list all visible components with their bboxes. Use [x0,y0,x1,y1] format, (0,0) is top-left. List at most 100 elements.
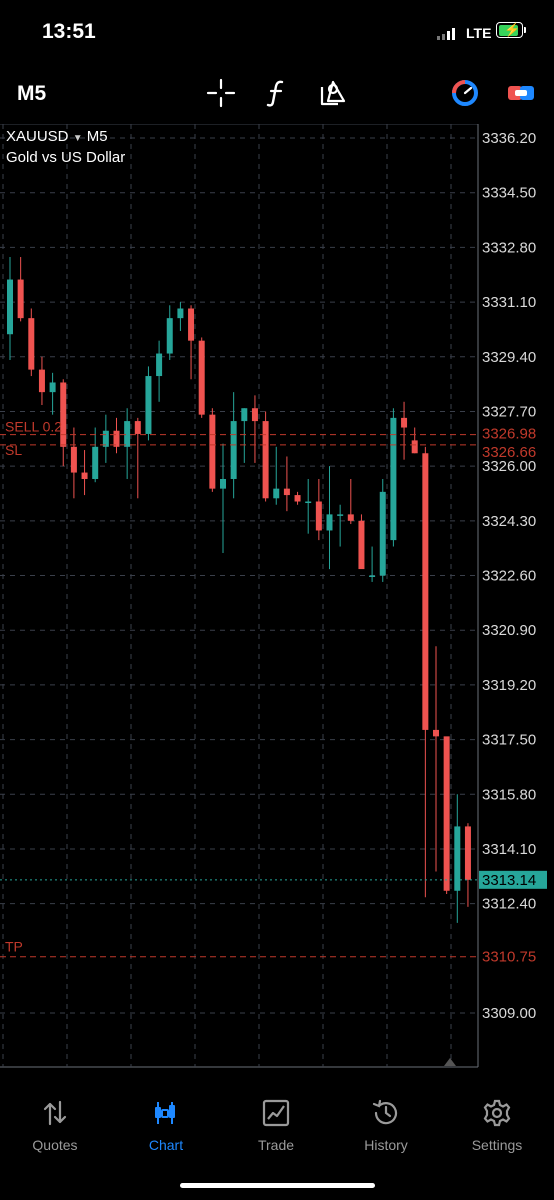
price-tick-label: 3309.00 [482,1005,536,1022]
price-tick-label: 3334.50 [482,185,536,202]
candle-body [177,308,184,319]
candle-body [454,826,461,891]
candle-body [315,501,322,531]
candle-body [81,472,88,479]
sell-order-price: 3326.98 [482,426,536,443]
price-tick-label: 3326.00 [482,458,536,475]
status-time: 13:51 [42,20,96,43]
candle-body [156,353,163,377]
crosshair-icon[interactable] [204,76,238,110]
candle-body [283,488,290,496]
candle-body [7,279,13,335]
candle-body [251,408,258,422]
stop-loss-label: SL [5,442,22,458]
nav-label: Quotes [32,1137,78,1153]
price-tick-label: 3327.70 [482,403,536,420]
candle-body [358,520,365,570]
candle-body [134,421,141,434]
price-tick-label: 3324.30 [482,513,536,530]
bid-price-label: 3313.14 [482,872,536,889]
candle-body [443,736,450,891]
symbol-timeframe: M5 [86,128,108,145]
candle-body [92,446,99,479]
candle-body [262,421,269,499]
trade-toggle-icon[interactable] [504,76,538,110]
price-tick-label: 3314.10 [482,841,536,858]
trade-icon [261,1099,291,1132]
candle-body [411,440,418,454]
symbol-header[interactable]: XAUUSD ▼ M5 [6,128,108,145]
candle-body [464,826,471,880]
quotes-icon [40,1100,70,1132]
candle-body [369,575,376,577]
nav-quotes[interactable]: Quotes [10,1098,100,1153]
nav-label: Settings [471,1137,523,1153]
candle-body [113,430,120,447]
chart-icon [151,1102,181,1132]
bid-price-badge [479,870,547,889]
nav-settings[interactable]: Settings [452,1098,542,1153]
price-tick-label: 3331.10 [482,294,536,311]
candle-body [49,382,56,393]
price-chart[interactable]: 3336.20 3334.50 3332.80 3331.10 3329.40 3327.… [0,124,554,1068]
nav-trade[interactable]: Trade [231,1098,321,1153]
history-icon [371,1099,401,1132]
price-tick-label: 3329.40 [482,349,536,366]
nav-history[interactable]: History [341,1098,431,1153]
candle-body [433,729,439,737]
candle-body [379,491,386,576]
price-tick-label: 3320.90 [482,622,536,639]
candle-body [305,501,312,504]
candle-body [326,514,333,531]
candle-body [70,446,77,473]
dropdown-icon: ▼ [72,133,83,144]
objects-icon[interactable] [316,76,350,110]
timer-icon[interactable] [448,76,482,110]
sell-order-label: SELL 0.2 [5,419,62,435]
candle-body [209,414,216,489]
candle-body [337,514,344,516]
price-tick-label: 3312.40 [482,896,536,913]
nav-label: History [364,1137,408,1153]
candle-body [230,421,237,479]
stop-loss-price: 3326.66 [482,444,536,461]
network-type: LTE [466,25,492,41]
candle-body [124,421,131,447]
candle-body [422,453,429,730]
price-tick-label: 3319.20 [482,677,536,694]
price-tick-label: 3315.80 [482,786,536,803]
chart-shift-icon [444,1058,456,1066]
nav-chart[interactable]: Chart [121,1098,211,1153]
candle-body [38,369,45,393]
price-tick-label: 3317.50 [482,732,536,749]
candle-body [60,382,67,447]
candle-body [145,376,152,434]
candle-body [347,514,354,521]
candle-body [188,308,195,341]
price-tick-label: 3322.60 [482,568,536,585]
candle-body [241,408,248,422]
battery-icon: ⚡ [496,22,523,38]
candle-body [198,340,205,415]
battery-tip [524,27,526,33]
candle-body [390,417,397,541]
settings-icon [482,1099,512,1132]
signal-icon [437,27,455,40]
take-profit-price: 3310.75 [482,949,536,966]
candle-body [28,318,35,370]
candle-body [273,488,280,499]
nav-label: Trade [257,1137,295,1153]
symbol-description: Gold vs US Dollar [6,149,126,166]
timeframe-button[interactable]: M5 [17,82,47,105]
candle-body [17,279,24,319]
price-tick-label: 3336.20 [482,130,536,147]
candle-body [401,417,408,428]
function-icon[interactable] [260,76,294,110]
candle-body [220,478,226,489]
candle-body [294,495,301,502]
candle-body [166,318,173,354]
take-profit-label: TP [5,939,23,955]
price-tick-label: 3332.80 [482,239,536,256]
symbol-name: XAUUSD [6,128,69,145]
home-indicator [180,1183,375,1188]
